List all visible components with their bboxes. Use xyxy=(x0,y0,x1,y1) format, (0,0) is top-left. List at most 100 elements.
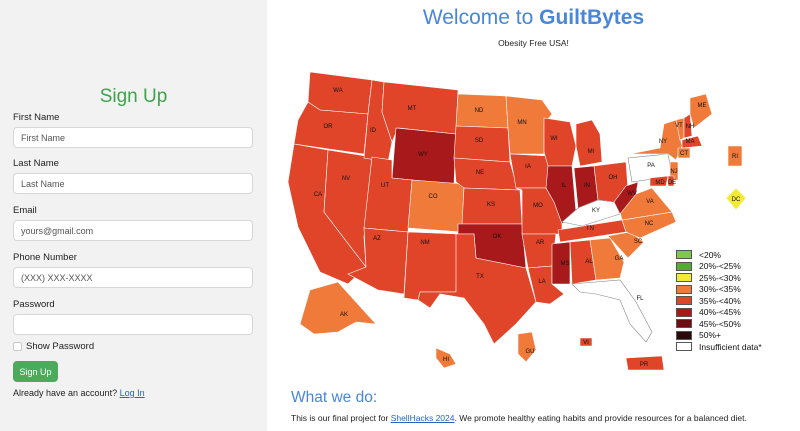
state-vi[interactable] xyxy=(579,337,593,347)
phone-input[interactable] xyxy=(13,267,253,288)
abbr-ar: AR xyxy=(536,240,545,246)
state-sc[interactable] xyxy=(607,231,645,259)
state-me[interactable] xyxy=(689,93,713,129)
state-tx[interactable] xyxy=(417,233,537,345)
abbr-la: LA xyxy=(538,279,545,285)
abbr-me: ME xyxy=(698,103,707,109)
state-wv[interactable] xyxy=(613,181,639,215)
tagline: Obesity Free USA! xyxy=(498,38,569,48)
state-ct[interactable] xyxy=(677,147,691,159)
abbr-de: DE xyxy=(668,180,676,186)
legend-swatch xyxy=(676,296,692,306)
abbr-vt: VT xyxy=(675,123,683,129)
state-nh[interactable] xyxy=(683,113,693,139)
state-nj[interactable] xyxy=(669,161,679,181)
abbr-pr: PR xyxy=(640,362,649,368)
abbr-wy: WY xyxy=(418,152,428,158)
legend-label: Insufficient data* xyxy=(699,341,762,352)
abbr-nm: NM xyxy=(420,240,429,246)
abbr-mn: MN xyxy=(517,120,526,126)
legend-item: <20% xyxy=(676,249,762,261)
signup-button[interactable]: Sign Up xyxy=(13,361,58,382)
abbr-dc: DC xyxy=(732,197,741,203)
brand-name: GuiltBytes xyxy=(539,6,645,29)
state-sd[interactable] xyxy=(453,125,511,163)
abbr-oh: OH xyxy=(609,175,618,181)
abbr-va: VA xyxy=(646,199,654,205)
email-input[interactable] xyxy=(13,220,253,241)
legend-swatch xyxy=(676,307,692,317)
legend-label: 30%-<35% xyxy=(699,284,741,295)
state-dc[interactable] xyxy=(725,187,747,211)
login-prompt-row: Already have an account? Log In xyxy=(13,388,145,398)
abbr-in: IN xyxy=(584,183,590,189)
state-pr[interactable] xyxy=(625,355,665,371)
abbr-al: AL xyxy=(585,259,593,265)
abbr-ca: CA xyxy=(314,192,322,198)
last-name-input[interactable] xyxy=(13,173,253,194)
state-md[interactable] xyxy=(649,175,669,187)
state-nm[interactable] xyxy=(403,231,459,301)
abbr-mt: MT xyxy=(408,106,417,112)
shellhacks-link[interactable]: ShellHacks 2024 xyxy=(390,413,455,423)
state-co[interactable] xyxy=(407,179,465,233)
state-ma[interactable] xyxy=(681,135,703,149)
abbr-mi: MI xyxy=(588,149,595,155)
legend-item: 20%-<25% xyxy=(676,261,762,273)
legend-swatch xyxy=(676,342,692,352)
state-de[interactable] xyxy=(667,175,675,187)
signup-title: Sign Up xyxy=(99,86,168,107)
legend-label: 40%-<45% xyxy=(699,307,741,318)
abbr-nd: ND xyxy=(475,108,484,114)
legend-label: 35%-<40% xyxy=(699,295,741,306)
legend-swatch xyxy=(676,330,692,340)
state-fl[interactable] xyxy=(571,279,653,343)
welcome-prefix: Welcome to xyxy=(422,6,540,29)
state-abbreviations: WA OR CA NV ID MT WY UT AZ CO NM ND SD N… xyxy=(314,88,741,368)
abbr-ky: KY xyxy=(592,208,600,214)
legend-label: 25%-<30% xyxy=(699,272,741,283)
abbr-il: IL xyxy=(561,183,567,189)
legend-item: 25%-<30% xyxy=(676,272,762,284)
state-or[interactable] xyxy=(293,101,369,155)
signup-panel: Sign Up First Name Last Name Email Phone… xyxy=(0,0,267,431)
show-password-checkbox[interactable] xyxy=(13,342,22,351)
abbr-wa: WA xyxy=(333,88,342,94)
abbr-ms: MS xyxy=(561,261,570,267)
legend-item: 40%-<45% xyxy=(676,307,762,319)
state-il[interactable] xyxy=(545,165,577,225)
state-gu[interactable] xyxy=(517,331,537,363)
state-ms[interactable] xyxy=(551,241,571,285)
legend-item: 30%-<35% xyxy=(676,284,762,296)
abbr-ga: GA xyxy=(615,256,624,262)
password-input[interactable] xyxy=(13,314,253,335)
what-we-do-heading: What we do: xyxy=(291,389,378,406)
state-mi[interactable] xyxy=(575,119,603,167)
abbr-nc: NC xyxy=(645,221,654,227)
login-link[interactable]: Log In xyxy=(119,388,145,398)
state-ak[interactable] xyxy=(299,281,377,335)
state-wi[interactable] xyxy=(543,117,577,167)
abbr-wv: WV xyxy=(627,191,637,197)
abbr-ia: IA xyxy=(525,164,531,170)
state-hi[interactable] xyxy=(435,347,457,369)
abbr-ut: UT xyxy=(381,183,389,189)
state-ri[interactable] xyxy=(727,145,743,167)
state-ga[interactable] xyxy=(589,237,625,281)
legend-label: 45%-<50% xyxy=(699,318,741,329)
abbr-tn: TN xyxy=(586,226,594,232)
abbr-co: CO xyxy=(429,194,438,200)
map-states xyxy=(287,71,747,371)
abbr-pa: PA xyxy=(647,163,655,169)
abbr-ct: CT xyxy=(680,151,688,157)
legend-item: Insufficient data* xyxy=(676,341,762,353)
show-password-label[interactable]: Show Password xyxy=(26,341,95,352)
email-label: Email xyxy=(13,205,37,216)
state-ne[interactable] xyxy=(453,157,519,191)
abbr-ok: OK xyxy=(493,234,502,240)
first-name-input[interactable] xyxy=(13,127,253,148)
project-description: This is our final project for ShellHacks… xyxy=(291,413,747,423)
abbr-nh: NH xyxy=(686,124,695,130)
legend-swatch xyxy=(676,284,692,294)
